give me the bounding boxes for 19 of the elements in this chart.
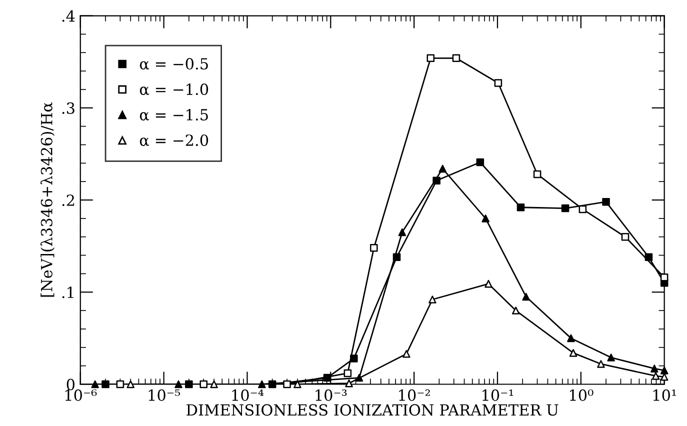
y-tick-label: .2 <box>62 194 74 206</box>
legend-label: α = −1.0 <box>140 83 208 96</box>
x-tick-label: 10⁻² <box>399 389 430 401</box>
y-tick-label: 0 <box>66 378 75 390</box>
x-tick-label: 10¹ <box>653 389 676 401</box>
y-tick-label: .4 <box>62 10 75 22</box>
x-tick-label: 10⁻⁶ <box>65 389 97 401</box>
x-tick-label: 10⁻⁵ <box>148 389 180 401</box>
y-tick-label: .3 <box>62 102 74 114</box>
y-axis-title: [NeV](λ3346+λ3426)/Hα <box>40 102 55 297</box>
x-tick-label: 10⁻³ <box>316 389 347 401</box>
x-tick-label: 10⁻¹ <box>482 389 514 401</box>
y-tick-label: .1 <box>62 286 74 298</box>
legend-label: α = −0.5 <box>140 58 208 70</box>
x-tick-label: 10⁻⁴ <box>232 389 264 401</box>
x-tick-label: 10⁰ <box>570 389 594 401</box>
x-axis-title: DIMENSIONLESS IONIZATION PARAMETER U <box>186 404 558 416</box>
legend-label: α = −2.0 <box>140 134 208 146</box>
legend-label: α = −1.5 <box>140 108 208 121</box>
